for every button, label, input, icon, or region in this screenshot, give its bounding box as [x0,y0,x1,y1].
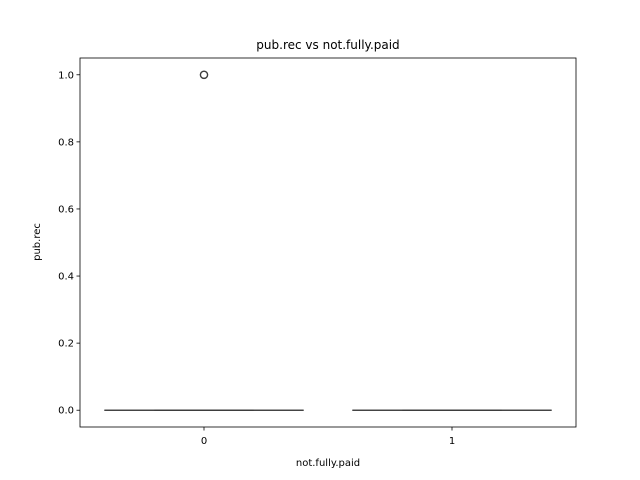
y-axis-label: pub.rec [32,223,43,261]
y-tick-label: 0.0 [58,406,74,417]
y-tick-label: 0.4 [58,272,74,283]
chart-title: pub.rec vs not.fully.paid [256,38,399,52]
plot-area: 0.0 0.2 0.4 0.6 0.8 1.0 0 1 [58,70,552,447]
y-tick-label: 0.6 [58,204,74,215]
x-axis-label: not.fully.paid [296,458,360,469]
y-tick-label: 0.8 [58,137,74,148]
y-tick-label: 1.0 [58,70,74,81]
outlier-point [199,70,209,80]
y-tick-label: 0.2 [58,339,74,350]
x-tick-label: 1 [449,436,455,447]
x-tick-label: 0 [201,436,207,447]
axes-frame [79,57,577,428]
